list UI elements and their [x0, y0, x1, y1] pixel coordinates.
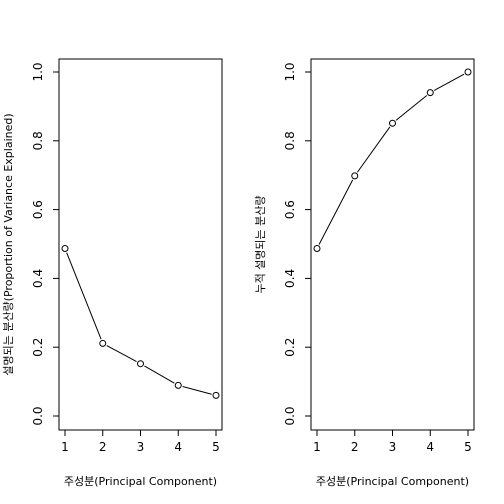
cumulative-y-axis-title: 누적 설명되는 분산량 [254, 195, 267, 293]
cumulative-data-point [351, 172, 359, 180]
scree-y-tick-label: 0.8 [31, 131, 45, 150]
cumulative-series-segment [356, 126, 391, 173]
scree-plot-frame [58, 58, 223, 431]
cumulative-x-tick-label: 5 [464, 440, 472, 454]
scree-series-segment [144, 365, 175, 384]
scree-y-tick-label: 0.0 [31, 406, 45, 425]
cumulative-x-axis-title: 주성분(Principal Component) [316, 475, 469, 488]
scree-x-tick-label: 5 [212, 440, 220, 454]
scree-data-point [212, 391, 220, 399]
cumulative-y-tick-label: 0.2 [283, 338, 297, 357]
scree-x-tick-label: 1 [61, 440, 69, 454]
scree-series-segment [66, 252, 102, 340]
cumulative-series-segment [318, 179, 354, 245]
cumulative-series-segment [433, 73, 465, 91]
cumulative-x-tick-label: 1 [313, 440, 321, 454]
scree-y-tick-label: 0.2 [31, 338, 45, 357]
cumulative-y-tick-label: 0.8 [283, 131, 297, 150]
scree-series-segment [106, 345, 137, 363]
scree-data-point [174, 381, 182, 389]
scree-y-tick-label: 1.0 [31, 62, 45, 81]
cumulative-data-point [313, 244, 321, 252]
scree-y-tick-label: 0.6 [31, 200, 45, 219]
scree-series-segment [182, 386, 212, 395]
scree-data-point [137, 360, 144, 368]
scree-data-point [61, 244, 69, 252]
cumulative-y-tick-label: 0.4 [283, 269, 297, 288]
cumulative-y-tick-label: 0.6 [283, 200, 297, 219]
scree-y-axis-title: 설명되는 분산량(Proportion of Variance Explaine… [2, 113, 15, 375]
scree-y-tick-label: 0.4 [31, 269, 45, 288]
cumulative-y-tick-label: 1.0 [283, 62, 297, 81]
cumulative-data-point [464, 68, 472, 76]
cumulative-x-tick-label: 3 [389, 440, 397, 454]
scree-plot-panel: 1 2 3 4 5 0.0 0.2 0.4 0.6 0.8 1.0 주성분(Principal Com… [2, 58, 223, 488]
cumulative-data-point [389, 119, 396, 127]
cumulative-plot-frame [310, 58, 475, 431]
scree-x-tick-label: 3 [137, 440, 145, 454]
cumulative-x-tick-label: 2 [351, 440, 359, 454]
scree-x-tick-label: 2 [99, 440, 107, 454]
cumulative-series-segment [395, 95, 428, 121]
cumulative-y-tick-label: 0.0 [283, 406, 297, 425]
scree-x-tick-label: 4 [174, 440, 182, 454]
cumulative-x-tick-label: 4 [426, 440, 434, 454]
scree-data-point [99, 339, 107, 347]
cumulative-plot-panel: 1 2 3 4 5 0.0 0.2 0.4 0.6 0.8 1.0 주성분(Principal Com… [254, 58, 475, 488]
scree-x-axis-title: 주성분(Principal Component) [64, 475, 217, 488]
cumulative-data-point [426, 89, 434, 97]
